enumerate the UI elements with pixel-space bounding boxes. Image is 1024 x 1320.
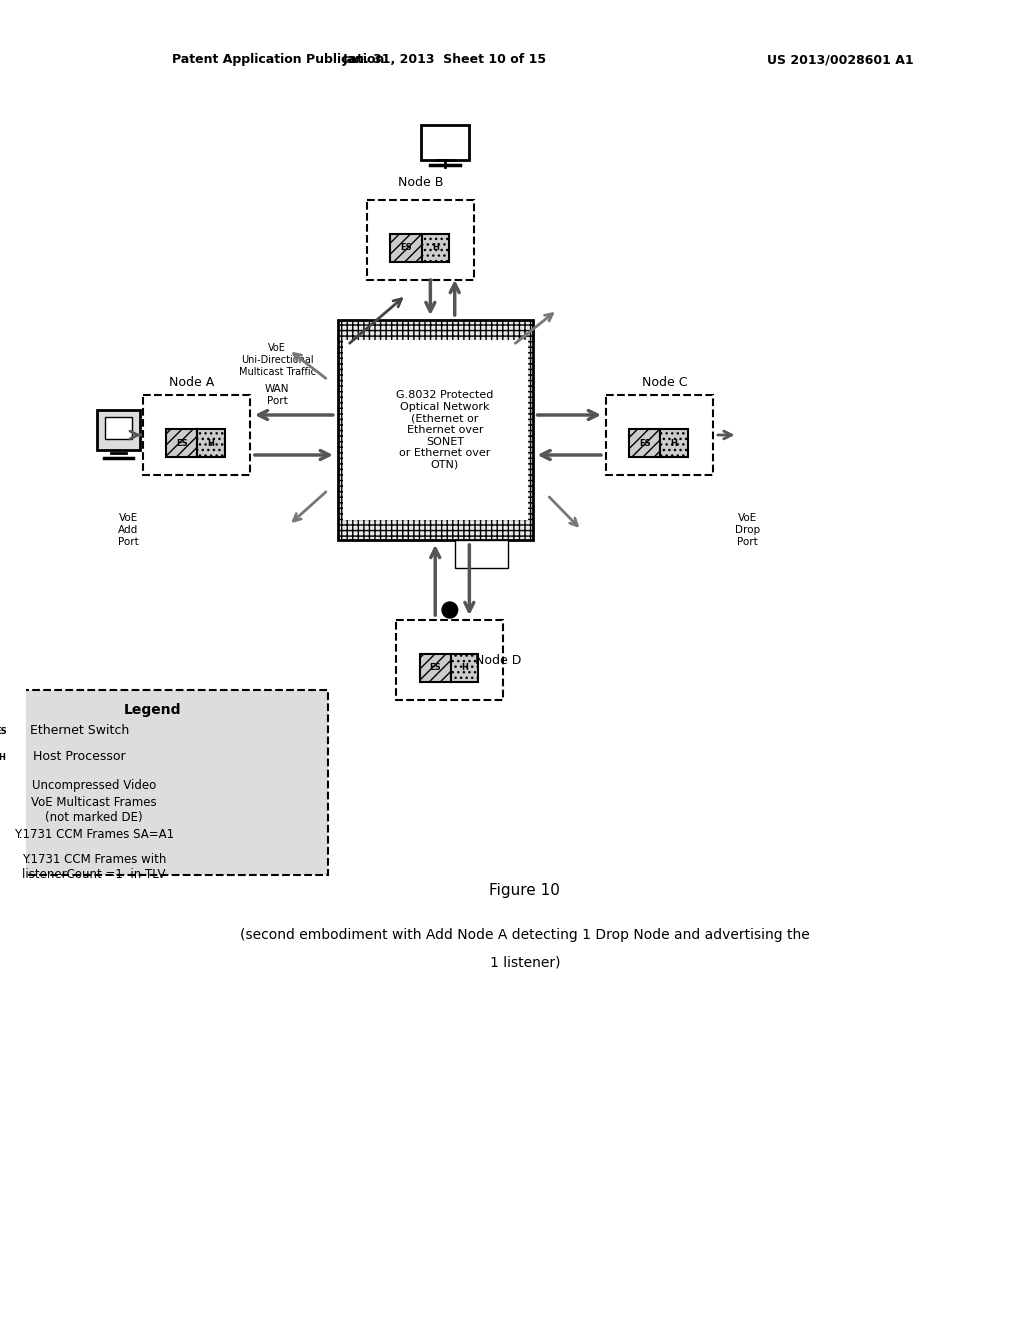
Text: Root
Block: Root Block [469,544,494,564]
Bar [455,540,508,568]
Bar [97,411,140,450]
Text: Jan. 31, 2013  Sheet 10 of 15: Jan. 31, 2013 Sheet 10 of 15 [343,54,547,66]
Bar [0,690,328,875]
Bar [421,125,469,160]
Text: H: H [671,438,678,447]
Text: Y.1731 CCM Frames SA=A1: Y.1731 CCM Frames SA=A1 [14,829,174,842]
Text: H: H [461,664,468,672]
Text: VoE
Add
Port: VoE Add Port [118,513,138,546]
Text: ES: ES [639,438,650,447]
Bar [0,748,13,766]
Text: ES: ES [176,438,187,447]
Text: Y.1731 CCM Frames with
listenerCount =1  in TLV: Y.1731 CCM Frames with listenerCount =1 … [22,853,166,880]
Text: Legend: Legend [124,704,181,717]
Text: Node D: Node D [475,653,522,667]
Bar [104,417,132,440]
Text: H: H [208,438,214,447]
Bar [390,234,422,261]
Text: H: H [432,243,438,252]
Bar [420,653,451,682]
Text: (second embodiment with Add Node A detecting 1 Drop Node and advertising the: (second embodiment with Add Node A detec… [240,928,810,942]
Bar [629,429,660,457]
Text: Node B: Node B [398,177,443,190]
Text: VoE
Uni-Directional
Multicast Traffic: VoE Uni-Directional Multicast Traffic [239,343,315,376]
Text: H: H [0,752,5,762]
Text: Ethernet Switch: Ethernet Switch [30,725,129,738]
FancyBboxPatch shape [367,201,474,280]
Text: VoE
Drop
Port: VoE Drop Port [734,513,760,546]
Text: Node A: Node A [169,376,214,389]
Text: G.8032 Protected
Optical Network
(Ethernet or
Ethernet over
SONET
or Ethernet ov: G.8032 Protected Optical Network (Ethern… [396,391,494,470]
Text: ES: ES [400,243,412,252]
Text: Patent Application Publication: Patent Application Publication [172,54,384,66]
Text: ES: ES [429,664,441,672]
Bar [451,653,478,682]
Bar [338,319,532,540]
Bar [660,429,688,457]
Text: Uncompressed Video: Uncompressed Video [32,779,157,792]
FancyBboxPatch shape [606,395,713,475]
Text: ES: ES [0,726,7,735]
FancyBboxPatch shape [396,620,504,700]
Text: US 2013/0028601 A1: US 2013/0028601 A1 [767,54,913,66]
Text: Figure 10: Figure 10 [489,883,560,898]
Text: Node C: Node C [642,376,687,389]
Bar [198,429,224,457]
Text: Host Processor: Host Processor [33,751,126,763]
Bar [422,234,449,261]
Bar [166,429,198,457]
Circle shape [442,602,458,618]
Bar [343,341,527,520]
Text: VoE Multicast Frames
(not marked DE): VoE Multicast Frames (not marked DE) [32,796,157,824]
Text: WAN
Port: WAN Port [265,384,290,405]
Bar [0,722,13,741]
Text: 1 listener): 1 listener) [489,954,560,969]
FancyBboxPatch shape [142,395,250,475]
